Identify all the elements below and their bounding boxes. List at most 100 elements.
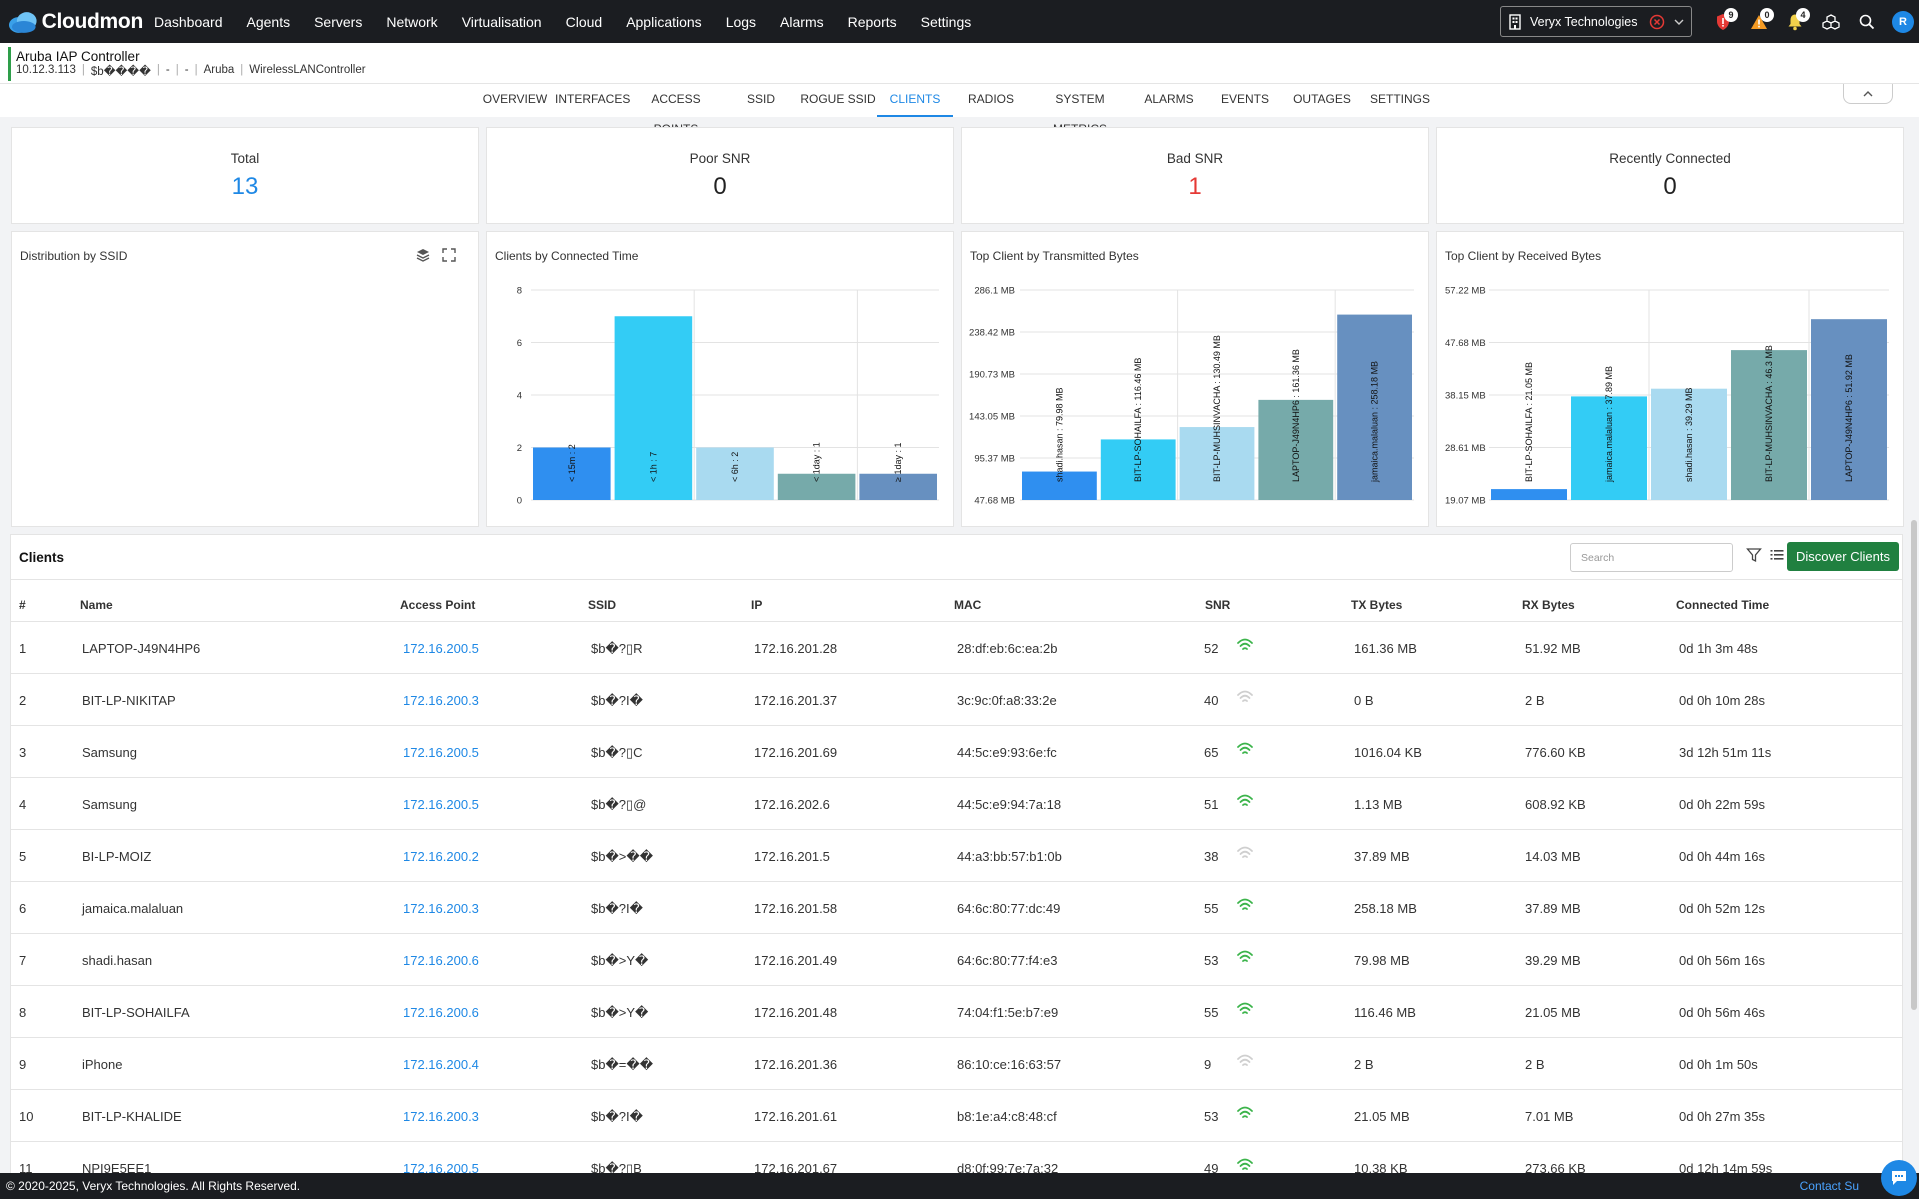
table-row[interactable]: 11 NPI9E5EE1 172.16.200.5 $b�?▯B 172.16.201.…: [11, 1141, 1902, 1174]
table-row[interactable]: 2 BIT-LP-NIKITAP 172.16.200.3 $b�?I� 172.16.…: [11, 673, 1902, 725]
access-point-link[interactable]: 172.16.200.5: [403, 745, 479, 760]
chat-button[interactable]: [1881, 1160, 1917, 1196]
chevron-down-icon[interactable]: [1673, 16, 1685, 28]
table-row[interactable]: 8 BIT-LP-SOHAILFA 172.16.200.6 $b�>Y� 172.16…: [11, 985, 1902, 1037]
notifications-button[interactable]: 4: [1777, 0, 1813, 43]
tab-outages[interactable]: OUTAGES: [1293, 92, 1351, 106]
column-header-snr[interactable]: SNR: [1205, 598, 1231, 612]
tab-radios[interactable]: RADIOS: [967, 92, 1014, 106]
snr-value: 9: [1204, 1057, 1212, 1072]
search-input[interactable]: [1570, 543, 1733, 572]
nav-alarms[interactable]: Alarms: [780, 13, 824, 30]
chart-bar[interactable]: [1491, 489, 1567, 500]
column-header-access-point[interactable]: Access Point: [400, 598, 476, 612]
tab-overview[interactable]: OVERVIEW: [482, 92, 548, 106]
nav-network[interactable]: Network: [386, 13, 438, 30]
nav-reports[interactable]: Reports: [847, 13, 897, 30]
access-point-link[interactable]: 172.16.200.6: [403, 953, 479, 968]
column-header-rx-bytes[interactable]: RX Bytes: [1522, 598, 1575, 612]
tab-rogue-ssid[interactable]: ROGUE SSID: [800, 92, 876, 106]
column-header-connected-time[interactable]: Connected Time: [1676, 598, 1770, 612]
access-point-link[interactable]: 172.16.200.2: [403, 849, 479, 864]
stat-card-bad-snr[interactable]: Bad SNR 1: [961, 127, 1429, 224]
chart-bar[interactable]: [859, 473, 937, 500]
brand-logo[interactable]: Cloudmon: [8, 10, 143, 34]
chart-bar[interactable]: [777, 473, 856, 500]
access-point-link[interactable]: 172.16.200.6: [403, 1005, 479, 1020]
chart-bar[interactable]: [1022, 471, 1097, 500]
access-point-link[interactable]: 172.16.200.5: [403, 1161, 479, 1174]
tab-events[interactable]: EVENTS: [1220, 92, 1269, 106]
chart-bar[interactable]: [696, 447, 774, 501]
nav-servers[interactable]: Servers: [314, 13, 363, 30]
access-point-link[interactable]: 172.16.200.3: [403, 693, 479, 708]
tab-clients[interactable]: CLIENTS: [877, 84, 953, 117]
chart-bar[interactable]: [533, 447, 611, 501]
connected-time: 0d 1h 3m 48s: [1679, 641, 1758, 656]
column-header-ip[interactable]: IP: [751, 598, 763, 612]
tab-settings[interactable]: SETTINGS: [1370, 92, 1431, 106]
mac-address: b8:1e:a4:c8:48:cf: [957, 1109, 1057, 1124]
nav-applications[interactable]: Applications: [626, 13, 702, 30]
access-point-link[interactable]: 172.16.200.3: [403, 901, 479, 916]
nav-logs[interactable]: Logs: [725, 13, 757, 30]
table-row[interactable]: 4 Samsung 172.16.200.5 $b�?▯@ 172.16.202.6 44…: [11, 777, 1902, 829]
filter-icon[interactable]: [1746, 547, 1762, 563]
stat-card-recently-connected[interactable]: Recently Connected 0: [1436, 127, 1904, 224]
chart-bar[interactable]: [1100, 439, 1176, 500]
fullscreen-icon[interactable]: [442, 248, 456, 262]
chart-bar[interactable]: [1571, 396, 1647, 500]
table-row[interactable]: 5 BI-LP-MOIZ 172.16.200.2 $b�>�� 172.16.201.…: [11, 829, 1902, 881]
global-search-button[interactable]: [1849, 0, 1885, 43]
access-point-link[interactable]: 172.16.200.5: [403, 797, 479, 812]
mac-address: 86:10:ce:16:63:57: [957, 1057, 1062, 1072]
table-row[interactable]: 1 LAPTOP-J49N4HP6 172.16.200.5 $b�?▯R 172.16…: [11, 621, 1902, 673]
collapse-header-button[interactable]: [1843, 84, 1893, 104]
chart-bar[interactable]: [1731, 350, 1807, 500]
nav-virtualisation[interactable]: Virtualisation: [461, 13, 542, 30]
nav-settings[interactable]: Settings: [920, 13, 972, 30]
stat-card-total[interactable]: Total 13: [11, 127, 479, 224]
user-menu[interactable]: R: [1885, 0, 1919, 43]
tab-alarms[interactable]: ALARMS: [1144, 92, 1194, 106]
chart-bar[interactable]: [614, 316, 693, 500]
tab-ssid[interactable]: SSID: [746, 92, 775, 106]
column-header-name[interactable]: Name: [80, 598, 113, 612]
nav-agents[interactable]: Agents: [246, 13, 291, 30]
table-row[interactable]: 7 shadi.hasan 172.16.200.6 $b�>Y� 172.16.201…: [11, 933, 1902, 985]
nav-cloud[interactable]: Cloud: [565, 13, 603, 30]
chart-bar[interactable]: [1811, 319, 1887, 500]
contact-support-link[interactable]: Contact Su: [1799, 1179, 1859, 1193]
discover-clients-button[interactable]: Discover Clients: [1787, 542, 1899, 571]
column-list-icon[interactable]: [1770, 548, 1784, 562]
tab-interfaces[interactable]: INTERFACES: [555, 92, 631, 106]
table-row[interactable]: 10 BIT-LP-KHALIDE 172.16.200.3 $b�?I� 172.16…: [11, 1089, 1902, 1141]
column-header-tx-bytes[interactable]: TX Bytes: [1351, 598, 1403, 612]
stat-card-poor-snr[interactable]: Poor SNR 0: [486, 127, 954, 224]
access-point-link[interactable]: 172.16.200.5: [403, 641, 479, 656]
nav-dashboard[interactable]: Dashboard: [154, 13, 223, 30]
chart-bar[interactable]: [1179, 427, 1255, 500]
organization-select[interactable]: Veryx Technologies: [1500, 6, 1692, 37]
warning-alerts-button[interactable]: 0: [1741, 0, 1777, 43]
layers-icon[interactable]: [416, 248, 430, 262]
table-row[interactable]: 3 Samsung 172.16.200.5 $b�?▯C 172.16.201.69 4…: [11, 725, 1902, 777]
chart-bar[interactable]: [1651, 388, 1727, 500]
integrations-button[interactable]: [1813, 0, 1849, 43]
column-header-number[interactable]: #: [19, 598, 26, 612]
access-point-link[interactable]: 172.16.200.3: [403, 1109, 479, 1124]
row-number: 10: [19, 1109, 34, 1124]
column-header-mac[interactable]: MAC: [954, 598, 982, 612]
tab-system-metrics[interactable]: SYSTEM METRICS: [1053, 92, 1107, 136]
clear-icon[interactable]: [1649, 14, 1665, 30]
chart-bar[interactable]: [1337, 314, 1412, 500]
access-point-link[interactable]: 172.16.200.4: [403, 1057, 479, 1072]
tab-access-points[interactable]: ACCESS POINTS: [651, 92, 701, 136]
page-scrollbar[interactable]: [1911, 520, 1917, 1010]
ip-address: 172.16.201.61: [754, 1109, 838, 1124]
table-row[interactable]: 9 iPhone 172.16.200.4 $b�=�� 172.16.201.36 86…: [11, 1037, 1902, 1089]
chart-bar[interactable]: [1258, 399, 1334, 500]
column-header-ssid[interactable]: SSID: [588, 598, 617, 612]
critical-alerts-button[interactable]: 9: [1705, 0, 1741, 43]
table-row[interactable]: 6 jamaica.malaluan 172.16.200.3 $b�?I� 172.1…: [11, 881, 1902, 933]
